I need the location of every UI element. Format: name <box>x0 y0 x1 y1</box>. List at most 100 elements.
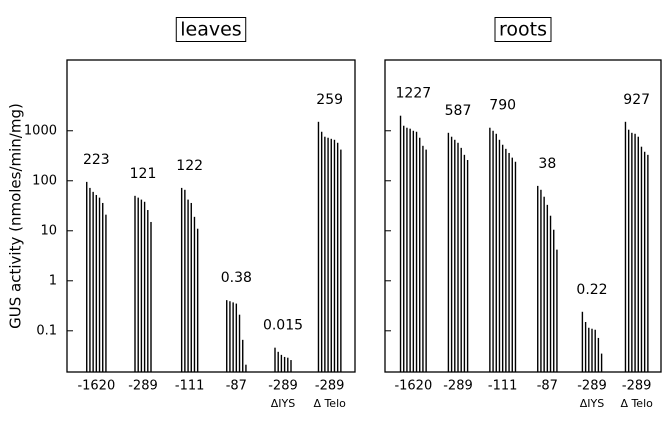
plant-bar <box>86 181 88 372</box>
plant-bar <box>425 149 427 372</box>
plant-bar <box>324 136 326 372</box>
plant-bar <box>457 142 459 372</box>
plant-bar <box>489 127 491 372</box>
plant-bar <box>406 127 408 372</box>
plant-bar <box>140 199 143 372</box>
plant-bar <box>591 328 593 372</box>
plant-bar <box>193 216 196 372</box>
plant-bar <box>274 347 276 372</box>
plant-bar <box>643 151 646 372</box>
x-tick-label: -87 <box>226 379 247 394</box>
plant-bar <box>501 144 504 372</box>
plant-bar <box>508 152 510 372</box>
panel-title: leaves <box>180 19 241 41</box>
plant-bar <box>600 353 603 372</box>
plant-bar <box>280 354 283 372</box>
plant-bar <box>412 130 415 372</box>
plant-bar <box>89 187 91 372</box>
x-tick-label: -289 <box>622 379 652 394</box>
plant-bar <box>640 146 643 372</box>
plant-bar <box>98 197 101 372</box>
x-tick-label: -289 <box>128 379 158 394</box>
plant-bar <box>624 121 627 373</box>
y-tick-label: 0.1 <box>36 323 57 338</box>
plant-bar <box>238 314 241 372</box>
plant-bar <box>137 197 139 372</box>
plant-bar <box>511 157 513 372</box>
plant-bar <box>537 185 539 372</box>
plant-bar <box>95 194 98 372</box>
plant-bar <box>634 133 636 372</box>
plant-bar <box>102 202 104 372</box>
plant-bar <box>340 149 342 372</box>
plot-frame <box>66 59 356 373</box>
plant-bar <box>242 339 244 372</box>
plant-bar <box>283 356 286 372</box>
plant-bar <box>540 189 542 372</box>
y-tick-label: 10 <box>40 223 57 238</box>
plant-bar <box>460 147 462 372</box>
x-tick-label: -111 <box>488 379 518 394</box>
plant-bar <box>229 301 231 372</box>
plant-bar <box>245 364 247 372</box>
plant-bar <box>505 148 507 372</box>
plant-bar <box>594 329 596 372</box>
group-mean-label: 587 <box>445 103 472 119</box>
x-tick-label: -1620 <box>394 379 432 394</box>
plant-bar <box>277 351 279 372</box>
plant-bar <box>466 160 469 372</box>
plant-bar <box>330 138 332 372</box>
plant-bar <box>495 133 497 372</box>
y-tick-label: 1000 <box>24 123 57 138</box>
plant-bar <box>134 195 136 372</box>
x-tick-label: -87 <box>537 379 558 394</box>
plant-bar <box>235 303 238 372</box>
plant-bar <box>196 228 199 372</box>
plant-bar <box>150 221 152 372</box>
plot-frame <box>384 59 662 373</box>
x-tick-label: -289 <box>315 379 345 394</box>
plant-bar <box>105 214 107 372</box>
y-axis-label: GUS activity (nmoles/min/mg) <box>7 103 25 329</box>
plant-bar <box>581 311 584 372</box>
plant-bar <box>549 215 552 372</box>
plant-bar <box>546 204 549 372</box>
x-tick-label: -289 <box>443 379 473 394</box>
x-tick-label: -289 <box>577 379 607 394</box>
group-mean-label: 223 <box>83 152 110 168</box>
group-mean-label: 790 <box>489 98 516 114</box>
x-tick-label: -289 <box>268 379 298 394</box>
plant-bar <box>333 139 336 372</box>
plant-bar <box>553 229 555 372</box>
plant-bar <box>317 121 320 373</box>
plant-bar <box>327 137 329 372</box>
plant-bar <box>187 199 189 372</box>
plant-bar <box>180 187 183 372</box>
title-box <box>175 17 247 42</box>
group-mean-label: 1227 <box>396 86 432 102</box>
plant-bar <box>422 145 424 372</box>
plant-bar <box>415 131 418 372</box>
plant-bar <box>492 130 494 372</box>
x-tick-sublabel: ΔIYS <box>271 397 295 410</box>
plant-bar <box>92 191 94 372</box>
plant-bar <box>143 201 146 372</box>
x-tick-label: -111 <box>175 379 205 394</box>
plant-bar <box>647 154 649 372</box>
x-tick-sublabel: Δ Telo <box>620 397 653 410</box>
group-mean-label: 259 <box>316 92 343 108</box>
plant-bar <box>403 125 405 373</box>
plant-bar <box>543 196 545 372</box>
plant-bar <box>454 139 456 372</box>
plant-bar <box>447 132 450 372</box>
plant-bar <box>290 360 292 372</box>
y-tick-label: 100 <box>32 173 57 188</box>
panel-title: roots <box>499 19 547 41</box>
plant-bar <box>320 131 323 372</box>
plant-bar <box>637 136 639 372</box>
title-box <box>494 17 552 42</box>
plant-bar <box>190 202 192 372</box>
plant-bar <box>588 327 590 372</box>
plant-bar <box>226 300 228 372</box>
group-mean-label: 122 <box>176 158 203 174</box>
